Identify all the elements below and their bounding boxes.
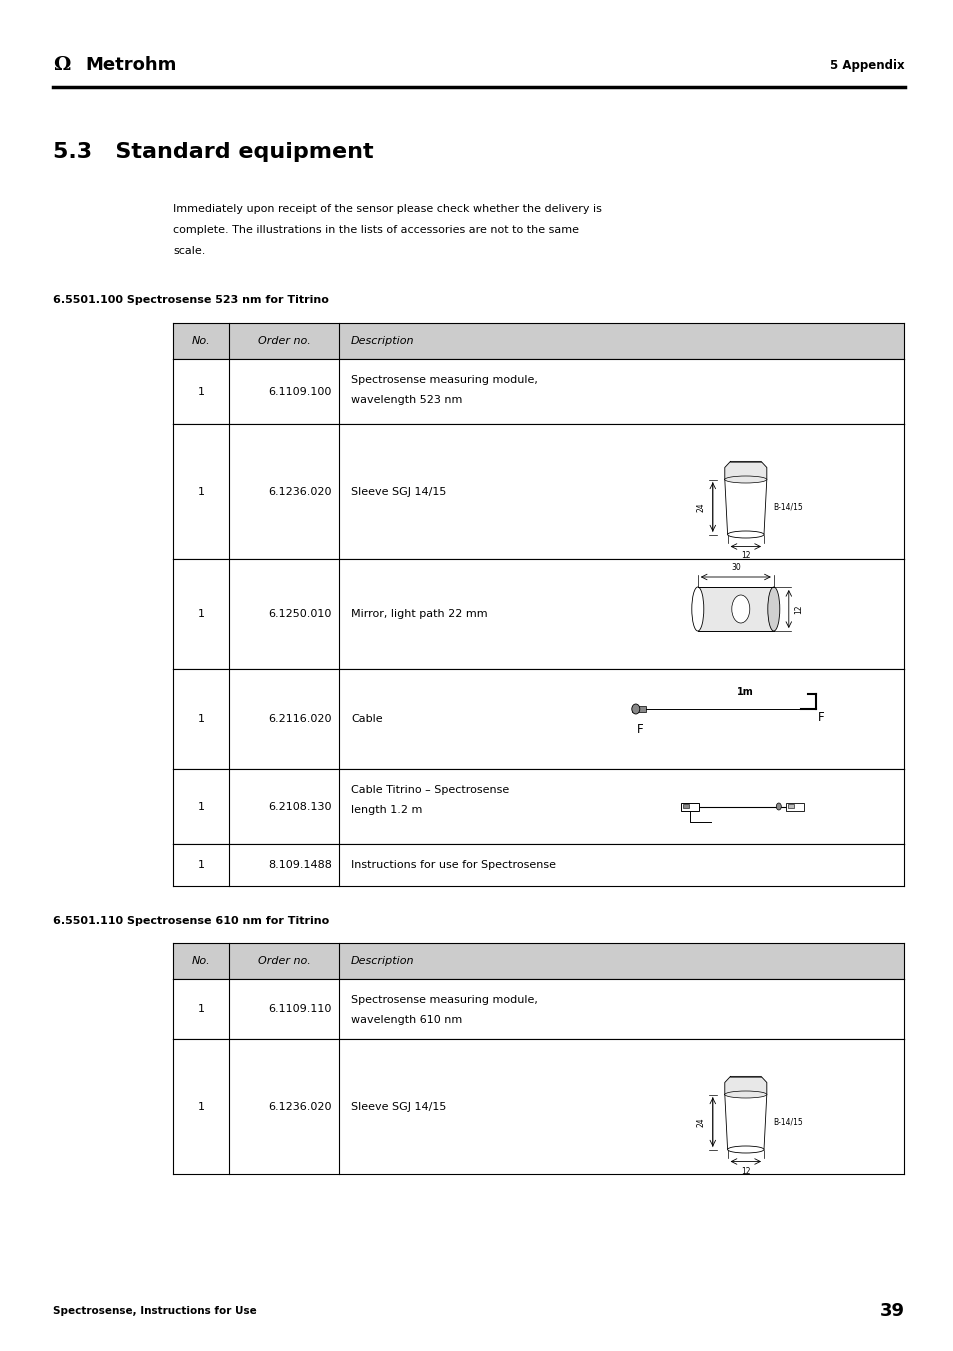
Text: Spectrosense measuring module,: Spectrosense measuring module, [351,376,537,385]
Polygon shape [724,462,766,480]
Text: scale.: scale. [172,246,205,255]
Text: Cable Titrino – Spectrosense: Cable Titrino – Spectrosense [351,785,509,794]
Ellipse shape [724,1092,766,1098]
Ellipse shape [727,531,763,538]
Text: 5.3   Standard equipment: 5.3 Standard equipment [53,142,374,162]
Text: Order no.: Order no. [257,336,310,346]
Text: 6.1250.010: 6.1250.010 [269,609,332,619]
Polygon shape [724,480,766,535]
Bar [682,804,688,808]
Bar [172,424,903,559]
Text: No.: No. [192,336,210,346]
Ellipse shape [724,476,766,484]
Text: complete. The illustrations in the lists of accessories are not to the same: complete. The illustrations in the lists… [172,226,578,235]
Bar [172,559,903,669]
Bar [172,979,903,1039]
Bar [172,844,903,886]
Text: 6.5501.110 Spectrosense 610 nm for Titrino: 6.5501.110 Spectrosense 610 nm for Titri… [53,916,329,925]
Text: 6.1236.020: 6.1236.020 [268,1101,332,1112]
Text: 6.5501.100 Spectrosense 523 nm for Titrino: 6.5501.100 Spectrosense 523 nm for Titri… [53,295,329,305]
Polygon shape [724,1094,766,1150]
Text: wavelength 523 nm: wavelength 523 nm [351,394,462,405]
Text: 39: 39 [879,1302,904,1320]
Text: 1: 1 [197,609,204,619]
Bar [172,943,903,979]
Text: 1: 1 [197,1004,204,1015]
Text: Spectrosense, Instructions for Use: Spectrosense, Instructions for Use [53,1306,256,1316]
Text: No.: No. [192,957,210,966]
Bar [787,804,793,808]
Text: 6.2108.130: 6.2108.130 [268,801,332,812]
Ellipse shape [631,704,639,713]
Text: 30: 30 [730,563,740,571]
Text: Description: Description [351,336,414,346]
Text: Order no.: Order no. [257,957,310,966]
Text: 12: 12 [740,551,750,561]
Text: 1: 1 [197,801,204,812]
Text: 1: 1 [197,386,204,396]
Bar [172,359,903,424]
Text: 12: 12 [793,604,802,613]
Bar [172,669,903,769]
Text: 24: 24 [696,1117,705,1127]
Text: F: F [817,711,823,724]
Ellipse shape [727,1146,763,1152]
Text: Sleeve SGJ 14/15: Sleeve SGJ 14/15 [351,1101,446,1112]
Bar [680,802,698,811]
Text: 1m: 1m [737,688,754,697]
Text: Description: Description [351,957,414,966]
Ellipse shape [691,586,703,631]
Ellipse shape [767,586,779,631]
Text: 8.109.1488: 8.109.1488 [268,861,332,870]
Text: Metrohm: Metrohm [85,55,176,74]
Text: B-14/15: B-14/15 [772,1117,801,1127]
Bar [172,1039,903,1174]
Text: Cable: Cable [351,713,382,724]
Text: Ω: Ω [53,55,71,74]
Ellipse shape [776,802,781,811]
Text: 6.1109.110: 6.1109.110 [269,1004,332,1015]
Text: F: F [636,723,642,736]
Ellipse shape [731,594,749,623]
Text: 6.1109.100: 6.1109.100 [269,386,332,396]
Bar [631,707,645,712]
Text: B-14/15: B-14/15 [772,503,801,512]
Text: 5 Appendix: 5 Appendix [829,58,904,72]
Bar [172,323,903,359]
Text: 24: 24 [696,503,705,512]
Text: length 1.2 m: length 1.2 m [351,805,422,815]
Polygon shape [724,1077,766,1094]
Text: wavelength 610 nm: wavelength 610 nm [351,1015,462,1025]
Text: Mirror, light path 22 mm: Mirror, light path 22 mm [351,609,487,619]
Text: Immediately upon receipt of the sensor please check whether the delivery is: Immediately upon receipt of the sensor p… [172,204,601,213]
Text: 1: 1 [197,713,204,724]
Text: Spectrosense measuring module,: Spectrosense measuring module, [351,994,537,1005]
Text: 1: 1 [197,1101,204,1112]
Bar [172,769,903,844]
Text: 1: 1 [197,861,204,870]
Text: 6.1236.020: 6.1236.020 [268,486,332,497]
Bar [697,586,773,631]
Text: 6.2116.020: 6.2116.020 [268,713,332,724]
Text: Instructions for use for Spectrosense: Instructions for use for Spectrosense [351,861,556,870]
Bar [785,802,803,811]
Text: Sleeve SGJ 14/15: Sleeve SGJ 14/15 [351,486,446,497]
Text: 1: 1 [197,486,204,497]
Text: 12: 12 [740,1166,750,1175]
